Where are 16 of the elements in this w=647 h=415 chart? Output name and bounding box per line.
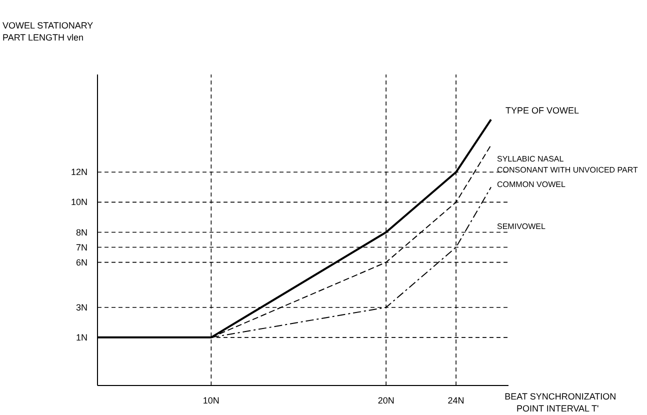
- y-tick-label: 12N: [70, 167, 88, 178]
- x-tick-label: 10N: [202, 396, 220, 406]
- y-tick-label: 10N: [70, 197, 88, 208]
- y-tick-label: 8N: [76, 227, 88, 238]
- x-tick-label: 20N: [378, 396, 394, 406]
- y-axis-title: VOWEL STATIONARY PART LENGTH vlen: [2, 20, 94, 42]
- y-tick-label: 7N: [76, 242, 88, 252]
- text: SEMIVOWEL: [497, 222, 546, 232]
- text: COMMON VOWEL: [497, 180, 566, 190]
- y-tick-label: 1N: [76, 332, 88, 342]
- x-axis-title: BEAT SYNCHRONIZATION POINT INTERVAL T': [504, 392, 616, 414]
- text: SYLLABIC NASAL CONSONANT WITH UNVOICED PART: [497, 154, 638, 174]
- x-tick-label: 24N: [448, 396, 464, 406]
- legend-title: TYPE OF VOWEL: [506, 106, 580, 116]
- y-tick-label: 3N: [76, 302, 88, 312]
- y-tick-label: 6N: [76, 257, 88, 268]
